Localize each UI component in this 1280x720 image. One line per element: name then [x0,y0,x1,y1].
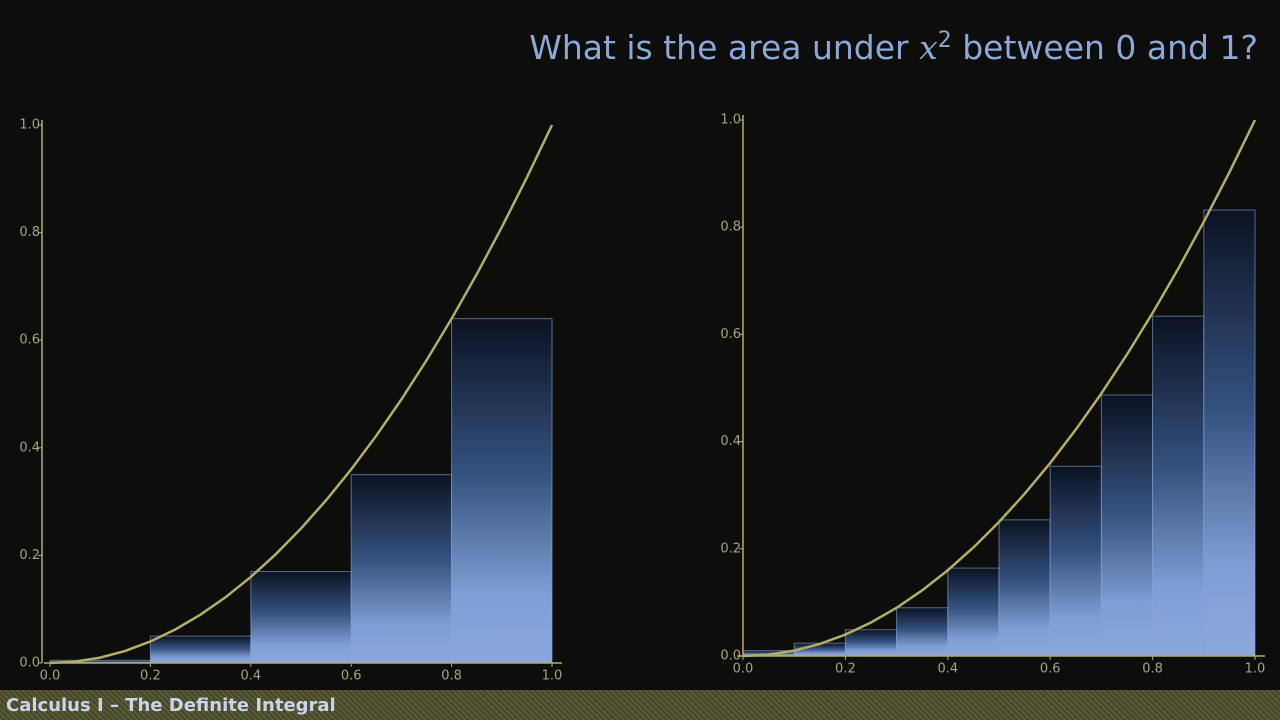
y-tick-label: 1.0 [720,113,741,128]
bar [844,629,898,657]
bar [451,318,553,664]
x-tick-label: 0.6 [1040,662,1061,677]
bar [947,567,1000,657]
bar [1203,209,1256,657]
x-tick-label: 0.0 [733,662,754,677]
y-tick-label: 0.4 [720,434,741,449]
curve [742,119,1257,658]
x-tick-label: 0.2 [140,669,161,684]
y-tick-label: 0.0 [720,649,741,664]
y-tick-label: 0.8 [720,220,741,235]
footer-text: Calculus I – The Definite Integral [6,695,336,716]
bar [250,571,352,664]
curve [49,124,554,665]
footer-bar: Calculus I – The Definite Integral [0,690,1280,720]
y-tick-label: 0.6 [19,333,40,348]
y-tick-label: 1.0 [19,118,40,133]
x-tick-label: 0.2 [835,662,856,677]
title-exponent: 2 [937,28,952,53]
x-tick-label: 0.8 [441,669,462,684]
title-text: What is the area under [529,28,909,67]
title-text: between 0 and 1? [962,28,1258,67]
x-tick-label: 0.4 [937,662,958,677]
x-tick-label: 0.6 [341,669,362,684]
x-tick-label: 0.0 [40,669,61,684]
y-tick-label: 0.0 [19,656,40,671]
bar [998,519,1051,657]
x-tick-label: 1.0 [1245,662,1266,677]
bar [149,635,252,664]
title-variable: x [919,28,938,67]
bar [350,474,453,664]
bar [1152,315,1205,657]
x-tick-label: 1.0 [542,669,563,684]
charts: 0.00.20.40.60.81.00.0 0.2 0.4 0.6 0.8 1.00.00… [19,113,1266,684]
x-tick-label: 0.8 [1142,662,1163,677]
title: What is the area under x2 between 0 and … [529,28,1258,67]
y-tick-label: 0.2 [19,548,40,563]
y-tick-label: 0.4 [19,440,40,455]
bar [1049,465,1102,657]
y-tick-label: 0.6 [720,327,741,342]
bar [1100,394,1154,657]
bar [896,607,949,657]
y-tick-label: 0.8 [19,225,40,240]
x-tick-label: 0.4 [240,669,261,684]
y-tick-label: 0.2 [720,541,741,556]
